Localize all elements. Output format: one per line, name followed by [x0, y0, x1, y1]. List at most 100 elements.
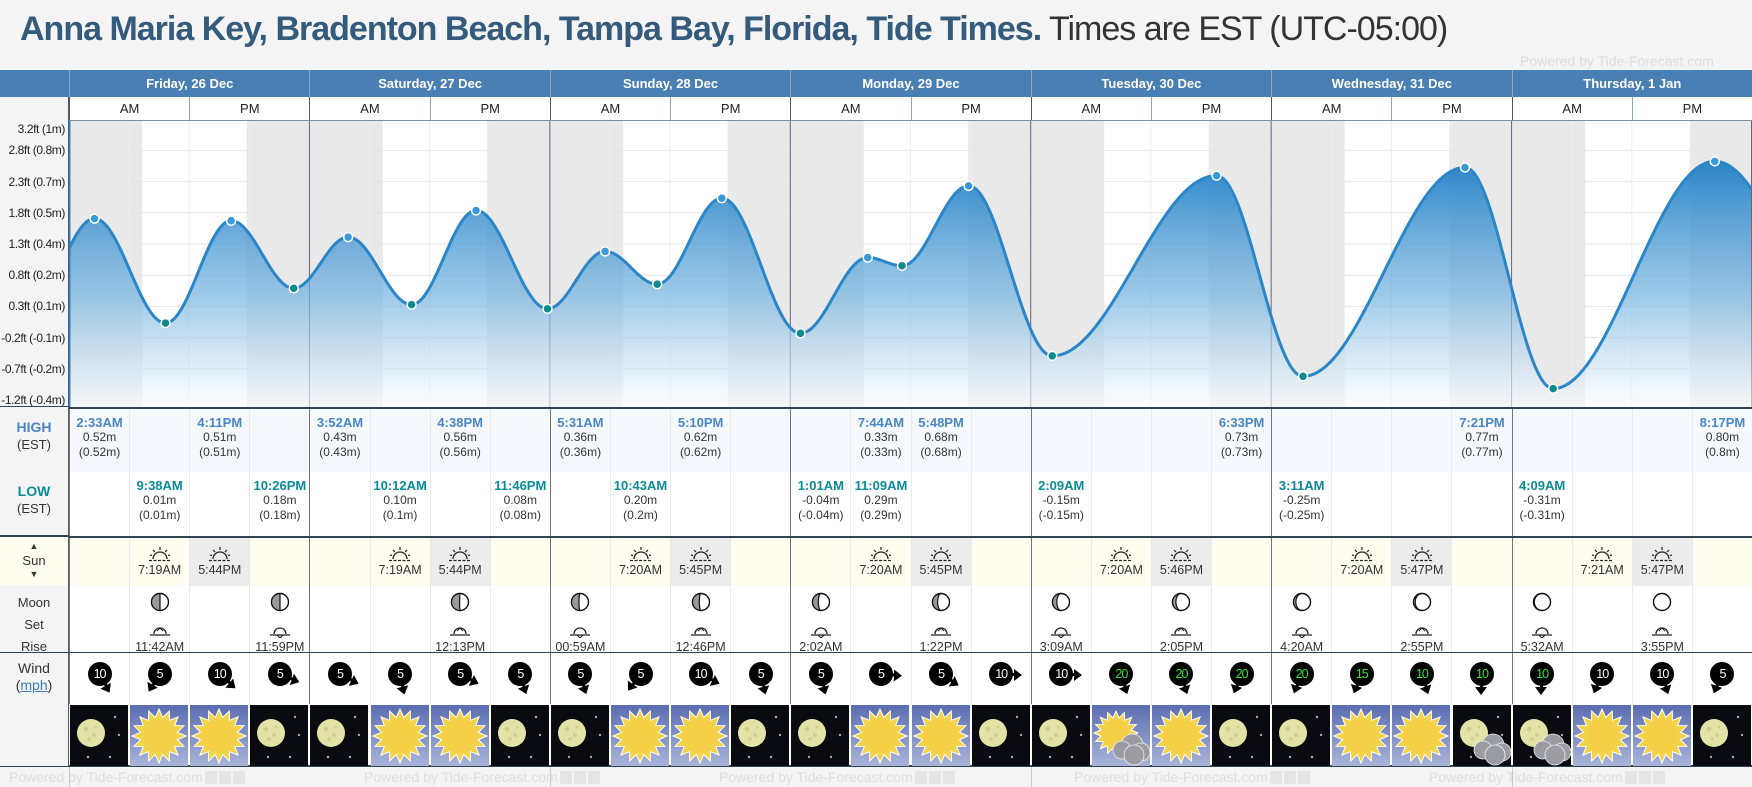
- moonrise-cell: 2:55PM: [1391, 586, 1451, 654]
- weather-cell: [1031, 704, 1091, 766]
- table-cell: [1691, 538, 1752, 586]
- table-cell: [730, 409, 790, 472]
- table-cell: [730, 586, 790, 652]
- moonset-cell: 5:32AM: [1511, 586, 1572, 654]
- wind-speed: 10: [1049, 662, 1074, 686]
- ampm-label: AM: [309, 97, 429, 120]
- sunset-icon: [208, 547, 231, 562]
- moon-phase-icon: [1052, 592, 1071, 612]
- wind-speed: 5: [508, 662, 533, 686]
- tide-logo-icon: [573, 771, 586, 784]
- wind-indicator: 10: [1584, 659, 1620, 699]
- ampm-label: PM: [1150, 97, 1271, 120]
- tide-area: [69, 161, 1752, 407]
- wind-indicator: 5: [803, 659, 839, 699]
- high-tide-point: [1211, 170, 1222, 181]
- high-label-text: HIGH: [16, 419, 52, 435]
- table-cell: [369, 409, 430, 472]
- low-tide-height-alt: (-0.25m): [1279, 508, 1325, 522]
- weather-cell: [670, 704, 730, 766]
- divider: [0, 406, 69, 407]
- sunset-icon: [1410, 547, 1433, 562]
- high-tide-height: 0.52m: [82, 430, 117, 444]
- partly-cloudy-night-icon: [1512, 705, 1571, 766]
- wind-cell: 15: [1331, 653, 1391, 704]
- sunset-icon: [1651, 547, 1674, 562]
- ampm-row: AM PM AM PM AM PM AM PM AM PM AM PM AM PM: [0, 97, 1752, 121]
- low-tide-point: [896, 260, 908, 271]
- row-labels-column: 3.2ft (1m) 2.8ft (0.8m) 2.3ft (0.7m) 1.8ft …: [0, 97, 69, 767]
- moon-phase-icon: [931, 592, 951, 612]
- location-title: Anna Maria Key, Bradenton Beach, Tampa B…: [20, 10, 1042, 48]
- table-cell: [1331, 586, 1391, 652]
- table-cell: [1331, 472, 1391, 536]
- weather-cell: [1391, 704, 1451, 766]
- wind-cell: 20: [1150, 653, 1211, 704]
- high-tide-row: 2:33AM 0.52m (0.52m) 4:11PM 0.51m (0.51m) 3:52…: [69, 407, 1752, 472]
- wind-speed: 20: [1109, 662, 1134, 686]
- weather-cell: [730, 704, 790, 766]
- y-tick-label: 1.3ft (0.4m): [8, 237, 65, 251]
- moonrise-cell: 12:13PM: [429, 586, 490, 654]
- table-cell: [1451, 586, 1511, 652]
- wind-cell: 5: [609, 653, 670, 704]
- y-tick-label: -0.2ft (-0.1m): [1, 330, 65, 345]
- wind-indicator: 10: [1464, 659, 1500, 699]
- high-tide-time: 8:17PM: [1699, 415, 1746, 430]
- moonrise-time: 12:46PM: [675, 640, 726, 654]
- low-tide-height: 0.08m: [503, 493, 537, 507]
- wind-cell: 5: [429, 653, 490, 704]
- high-tide-height-alt: (0.56m): [439, 445, 481, 459]
- day-header: Wednesday, 31 Dec: [1271, 70, 1511, 97]
- table-cell: [1571, 409, 1632, 472]
- clear-night-icon: [1212, 705, 1271, 766]
- ampm-label: PM: [429, 97, 550, 120]
- tide-logo-icon: [1624, 771, 1637, 784]
- clear-night-icon: [70, 705, 129, 766]
- moonrise-icon: [931, 627, 952, 636]
- table-cell: [1691, 472, 1752, 536]
- weather-cell: [1512, 704, 1572, 766]
- wind-indicator: 5: [863, 659, 903, 699]
- table-cell: [369, 586, 430, 652]
- sunrise-time: 7:20AM: [618, 563, 663, 577]
- sunrise-cell: 7:20AM: [1090, 538, 1151, 586]
- sunrise-icon: [869, 547, 892, 562]
- sunny-icon: [911, 705, 970, 766]
- table-cell: [549, 472, 610, 536]
- sunrise-icon: [1110, 547, 1133, 562]
- low-tide-height-alt: (-0.04m): [798, 508, 844, 522]
- tide-chart: [67, 118, 1752, 407]
- weather-cell: [1572, 704, 1632, 766]
- low-tide-height-alt: (-0.31m): [1519, 508, 1565, 522]
- moon-label-text: Moon: [17, 595, 51, 610]
- moonrise-icon: [690, 627, 711, 636]
- high-tide-height: 0.43m: [323, 430, 357, 444]
- day-header: Thursday, 1 Jan: [1511, 70, 1752, 97]
- wind-cell: 5: [790, 653, 850, 704]
- low-tide-height-alt: (0.08m): [499, 508, 541, 522]
- moonset-cell: 11:59PM: [249, 586, 309, 654]
- wind-cell: 5: [369, 653, 430, 704]
- high-tide-height-alt: (0.68m): [920, 445, 962, 459]
- clear-night-icon: [971, 705, 1030, 766]
- low-label: LOW (EST): [0, 483, 68, 517]
- wind-cell: 10: [1631, 653, 1692, 704]
- wind-units-link[interactable]: mph: [20, 677, 48, 693]
- table-cell: [1571, 472, 1632, 536]
- sunny-icon: [430, 705, 489, 766]
- moonset-cell: 3:09AM: [1030, 586, 1091, 654]
- footer-divider: [1511, 767, 1513, 787]
- table-cell: [1571, 586, 1632, 652]
- day-header-row: Friday, 26 Dec Saturday, 27 Dec Sunday, 28…: [0, 70, 1752, 97]
- wind-cell: 5: [1691, 653, 1752, 704]
- moonset-icon: [1051, 627, 1072, 638]
- high-tide-height-alt: (0.33m): [860, 445, 902, 459]
- low-tide-point: [1047, 350, 1058, 362]
- sunrise-time: 7:20AM: [1099, 563, 1143, 577]
- high-tide-point: [1709, 156, 1721, 167]
- sun-icon-wrap: [1573, 546, 1632, 563]
- sun-icon-wrap: [1332, 546, 1391, 563]
- weather-cell: [370, 704, 430, 766]
- wind-indicator: 10: [1524, 659, 1560, 699]
